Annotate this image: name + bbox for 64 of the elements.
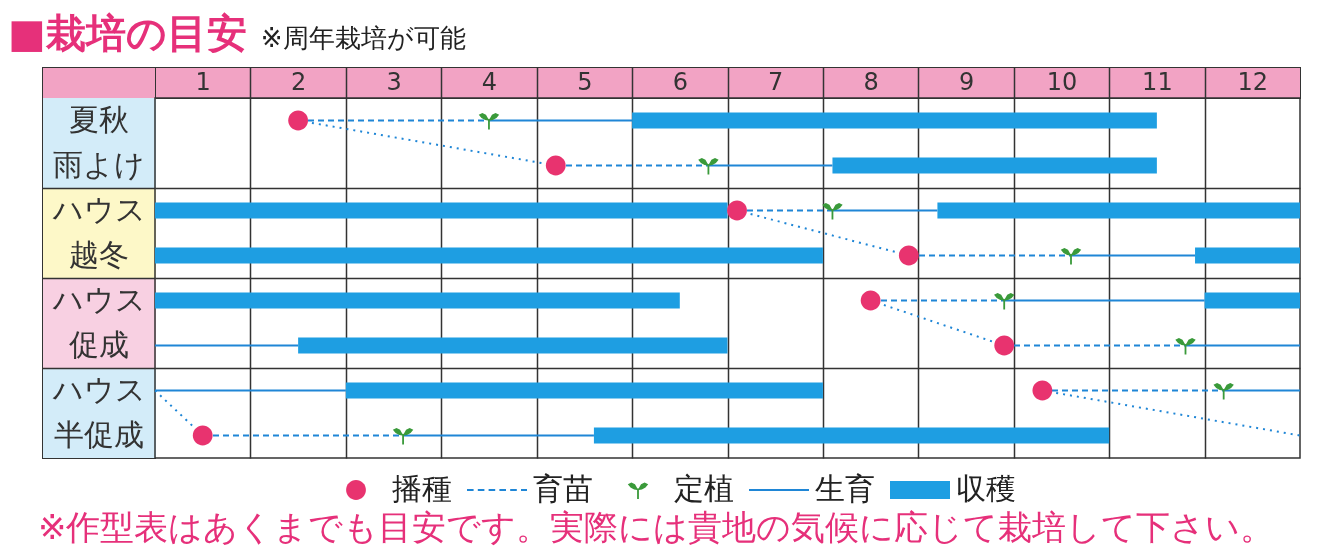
- y-tick-label: 雨よけ: [53, 146, 145, 182]
- point: [698, 158, 719, 175]
- bar: [488, 119, 633, 122]
- x-tick-label: 12: [1237, 68, 1269, 96]
- point: [822, 203, 843, 220]
- point: [994, 335, 1015, 356]
- x-tick-label: 11: [1142, 68, 1173, 96]
- bar: [832, 209, 938, 212]
- point: [1032, 380, 1053, 401]
- point: [1175, 338, 1196, 355]
- y-tick-label: ハウス: [51, 191, 146, 227]
- x-tick-label: 1: [195, 68, 211, 96]
- bar: [345, 382, 823, 399]
- bar: [632, 112, 1157, 129]
- chart-subtitle: ※周年栽培が可能: [260, 22, 466, 55]
- bar: [1204, 292, 1300, 309]
- y-tick-label: ハウス: [51, 281, 146, 317]
- bar: [1071, 254, 1196, 257]
- chart-title: ■栽培の目安: [8, 9, 247, 58]
- bar: [708, 164, 833, 167]
- point: [994, 293, 1015, 310]
- point: [1213, 383, 1234, 400]
- x-tick-label: 6: [672, 68, 688, 96]
- legend-label: 播種: [392, 471, 452, 506]
- bar: [1195, 247, 1300, 264]
- point: [478, 113, 500, 130]
- legend-label: 育苗: [533, 471, 593, 506]
- point: [192, 425, 213, 446]
- point: [392, 428, 414, 445]
- bar: [1223, 389, 1300, 392]
- bar: [155, 344, 299, 347]
- point: [860, 290, 881, 311]
- y-tick-label: 半促成: [54, 416, 144, 452]
- bar: [1004, 299, 1205, 302]
- bar: [937, 202, 1300, 219]
- y-tick-label: 越冬: [69, 236, 129, 272]
- x-tick-label: 3: [386, 68, 402, 96]
- x-tick-label: 10: [1046, 68, 1078, 96]
- bar: [298, 337, 728, 354]
- x-tick-label: 4: [481, 68, 498, 96]
- legend-label: 定植: [674, 471, 734, 506]
- bar: [403, 434, 594, 437]
- point: [288, 110, 309, 131]
- point: [1060, 248, 1082, 265]
- legend-label: 収穫: [956, 471, 1016, 506]
- x-tick-label: 5: [577, 68, 593, 96]
- text: ※作型表はあくまでも目安です。実際には貴地の気候に応じて栽培して下さい。: [38, 506, 1275, 549]
- bar: [155, 292, 680, 309]
- x-tick-label: 2: [290, 68, 307, 96]
- point: [898, 245, 919, 266]
- x-tick-label: 7: [768, 68, 784, 96]
- bar: [1185, 344, 1300, 347]
- bar: [155, 202, 728, 219]
- bar: [593, 427, 1110, 444]
- x-tick-label: 9: [958, 68, 975, 96]
- bar: [832, 157, 1157, 174]
- y-tick-label: ハウス: [51, 371, 146, 407]
- point: [727, 200, 747, 221]
- point: [545, 155, 566, 176]
- legend-label: 生育: [815, 471, 875, 506]
- x-tick-label: 8: [863, 68, 879, 96]
- bar: [155, 247, 823, 264]
- y-tick-label: 夏秋: [69, 101, 129, 137]
- y-tick-label: 促成: [69, 326, 129, 362]
